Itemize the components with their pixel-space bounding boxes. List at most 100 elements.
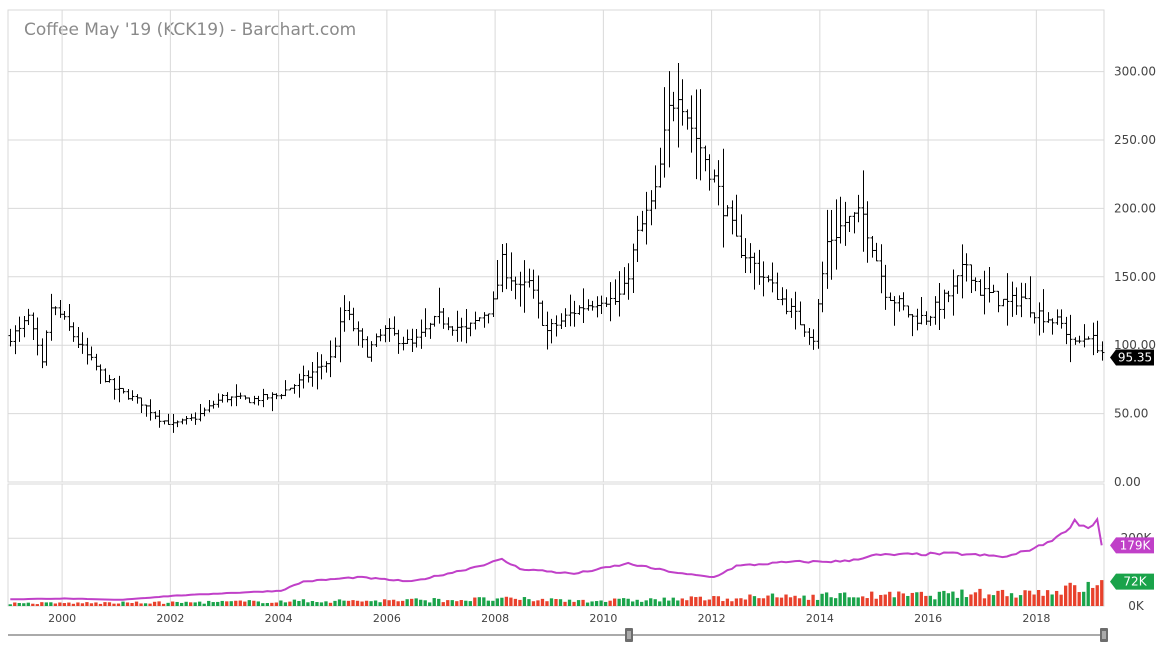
ohlc-bar <box>405 329 410 345</box>
ohlc-bar <box>71 322 76 342</box>
volume-bar <box>261 603 265 606</box>
ohlc-bar <box>464 309 469 344</box>
ohlc-bar <box>829 210 834 280</box>
volume-bar <box>955 597 960 606</box>
ohlc-bar <box>1001 298 1006 307</box>
volume-bar <box>770 593 775 606</box>
volume-bar <box>279 600 283 606</box>
ohlc-bar <box>716 160 721 206</box>
ohlc-bar <box>910 314 915 337</box>
ohlc-bar <box>1014 287 1019 315</box>
ohlc-bar <box>1064 316 1069 345</box>
volume-bar <box>44 602 48 606</box>
volume-bar <box>874 598 878 606</box>
volume-bar <box>459 600 463 606</box>
ohlc-bar <box>491 291 496 318</box>
volume-bar <box>635 599 639 606</box>
volume-bars <box>8 580 1104 606</box>
volume-bar <box>861 596 865 606</box>
ohlc-bar <box>495 260 500 300</box>
volume-bar <box>243 601 247 606</box>
ohlc-bar <box>766 275 771 283</box>
volume-bar <box>892 597 896 606</box>
ohlc-bar <box>730 200 735 235</box>
volume-bar <box>495 598 500 606</box>
time-scrollbar[interactable] <box>8 628 1108 642</box>
ohlc-bar <box>1028 276 1033 318</box>
open-interest-badge: 179K <box>1110 537 1154 554</box>
ohlc-bar <box>414 329 419 348</box>
ohlc-bar <box>446 317 451 331</box>
ohlc-bar <box>874 242 879 262</box>
scrollbar-handle[interactable] <box>625 628 633 642</box>
volume-bar <box>387 600 391 606</box>
volume-bar <box>1041 595 1045 606</box>
volume-bar <box>527 599 531 606</box>
x-tick-label: 2010 <box>589 612 617 625</box>
volume-bar <box>373 600 378 606</box>
volume-bar <box>396 601 400 606</box>
ohlc-bar <box>477 317 482 322</box>
volume-bar <box>518 599 522 606</box>
ohlc-bar <box>540 300 545 326</box>
ohlc-bar <box>1023 283 1028 300</box>
volume-bar <box>288 601 292 606</box>
ohlc-bar <box>1055 309 1060 325</box>
volume-bar <box>364 600 369 606</box>
volume-bar <box>734 598 739 606</box>
ohlc-bar <box>613 279 618 305</box>
volume-bar <box>328 602 333 606</box>
ohlc-bar <box>378 329 383 342</box>
ohlc-bar <box>419 319 424 349</box>
ohlc-bar <box>581 288 586 324</box>
volume-bar <box>612 598 617 606</box>
volume-bar <box>1023 590 1027 606</box>
ohlc-bar <box>193 412 198 425</box>
ohlc-bar <box>437 287 442 324</box>
x-tick-label: 2006 <box>373 612 401 625</box>
x-tick-label: 2008 <box>481 612 509 625</box>
volume-bar <box>1064 585 1068 606</box>
volume-bar <box>202 603 206 606</box>
x-tick-label: 2002 <box>156 612 184 625</box>
volume-bar <box>933 599 937 606</box>
ohlc-bar <box>468 322 473 337</box>
volume-bar <box>581 599 585 606</box>
volume-bar <box>306 602 310 606</box>
volume-bar <box>644 600 648 606</box>
volume-bar <box>982 598 987 606</box>
volume-bar <box>419 599 423 606</box>
volume-bar <box>112 603 116 606</box>
ohlc-bar <box>721 148 726 248</box>
volume-bar <box>883 594 887 606</box>
scrollbar-handle[interactable] <box>1100 628 1108 642</box>
ohlc-bars <box>8 63 1105 433</box>
ohlc-bar <box>964 253 969 282</box>
ohlc-bar <box>274 393 279 400</box>
ohlc-bar <box>500 243 505 293</box>
ohlc-bar <box>270 392 275 412</box>
volume-bar <box>455 601 459 606</box>
ohlc-bar <box>743 238 748 274</box>
ohlc-bar <box>148 399 153 421</box>
volume-bar <box>148 603 152 606</box>
volume-bar <box>793 595 797 606</box>
ohlc-bar <box>775 272 780 300</box>
ohlc-bar <box>338 307 343 363</box>
volume-bar <box>157 601 161 606</box>
volume-bar <box>121 601 125 606</box>
volume-bar <box>139 603 143 606</box>
ohlc-bar <box>906 305 911 318</box>
ohlc-bar <box>216 393 221 408</box>
ohlc-bar <box>978 279 983 296</box>
volume-bar <box>116 603 121 606</box>
ohlc-bar <box>202 407 207 417</box>
ohlc-bar <box>94 353 99 371</box>
volume-bar <box>784 594 788 606</box>
volume-bar <box>491 600 495 606</box>
price-tick-label: 50.00 <box>1114 407 1148 421</box>
ohlc-bar <box>482 312 487 328</box>
volume-bar <box>17 602 21 606</box>
volume-bar <box>53 603 58 606</box>
